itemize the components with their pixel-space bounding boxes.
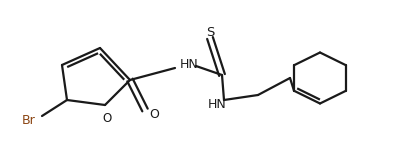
Text: S: S bbox=[206, 25, 214, 38]
Text: HN: HN bbox=[208, 98, 227, 111]
Text: O: O bbox=[102, 112, 112, 125]
Text: Br: Br bbox=[22, 114, 36, 127]
Text: O: O bbox=[149, 107, 159, 121]
Text: HN: HN bbox=[180, 59, 199, 72]
